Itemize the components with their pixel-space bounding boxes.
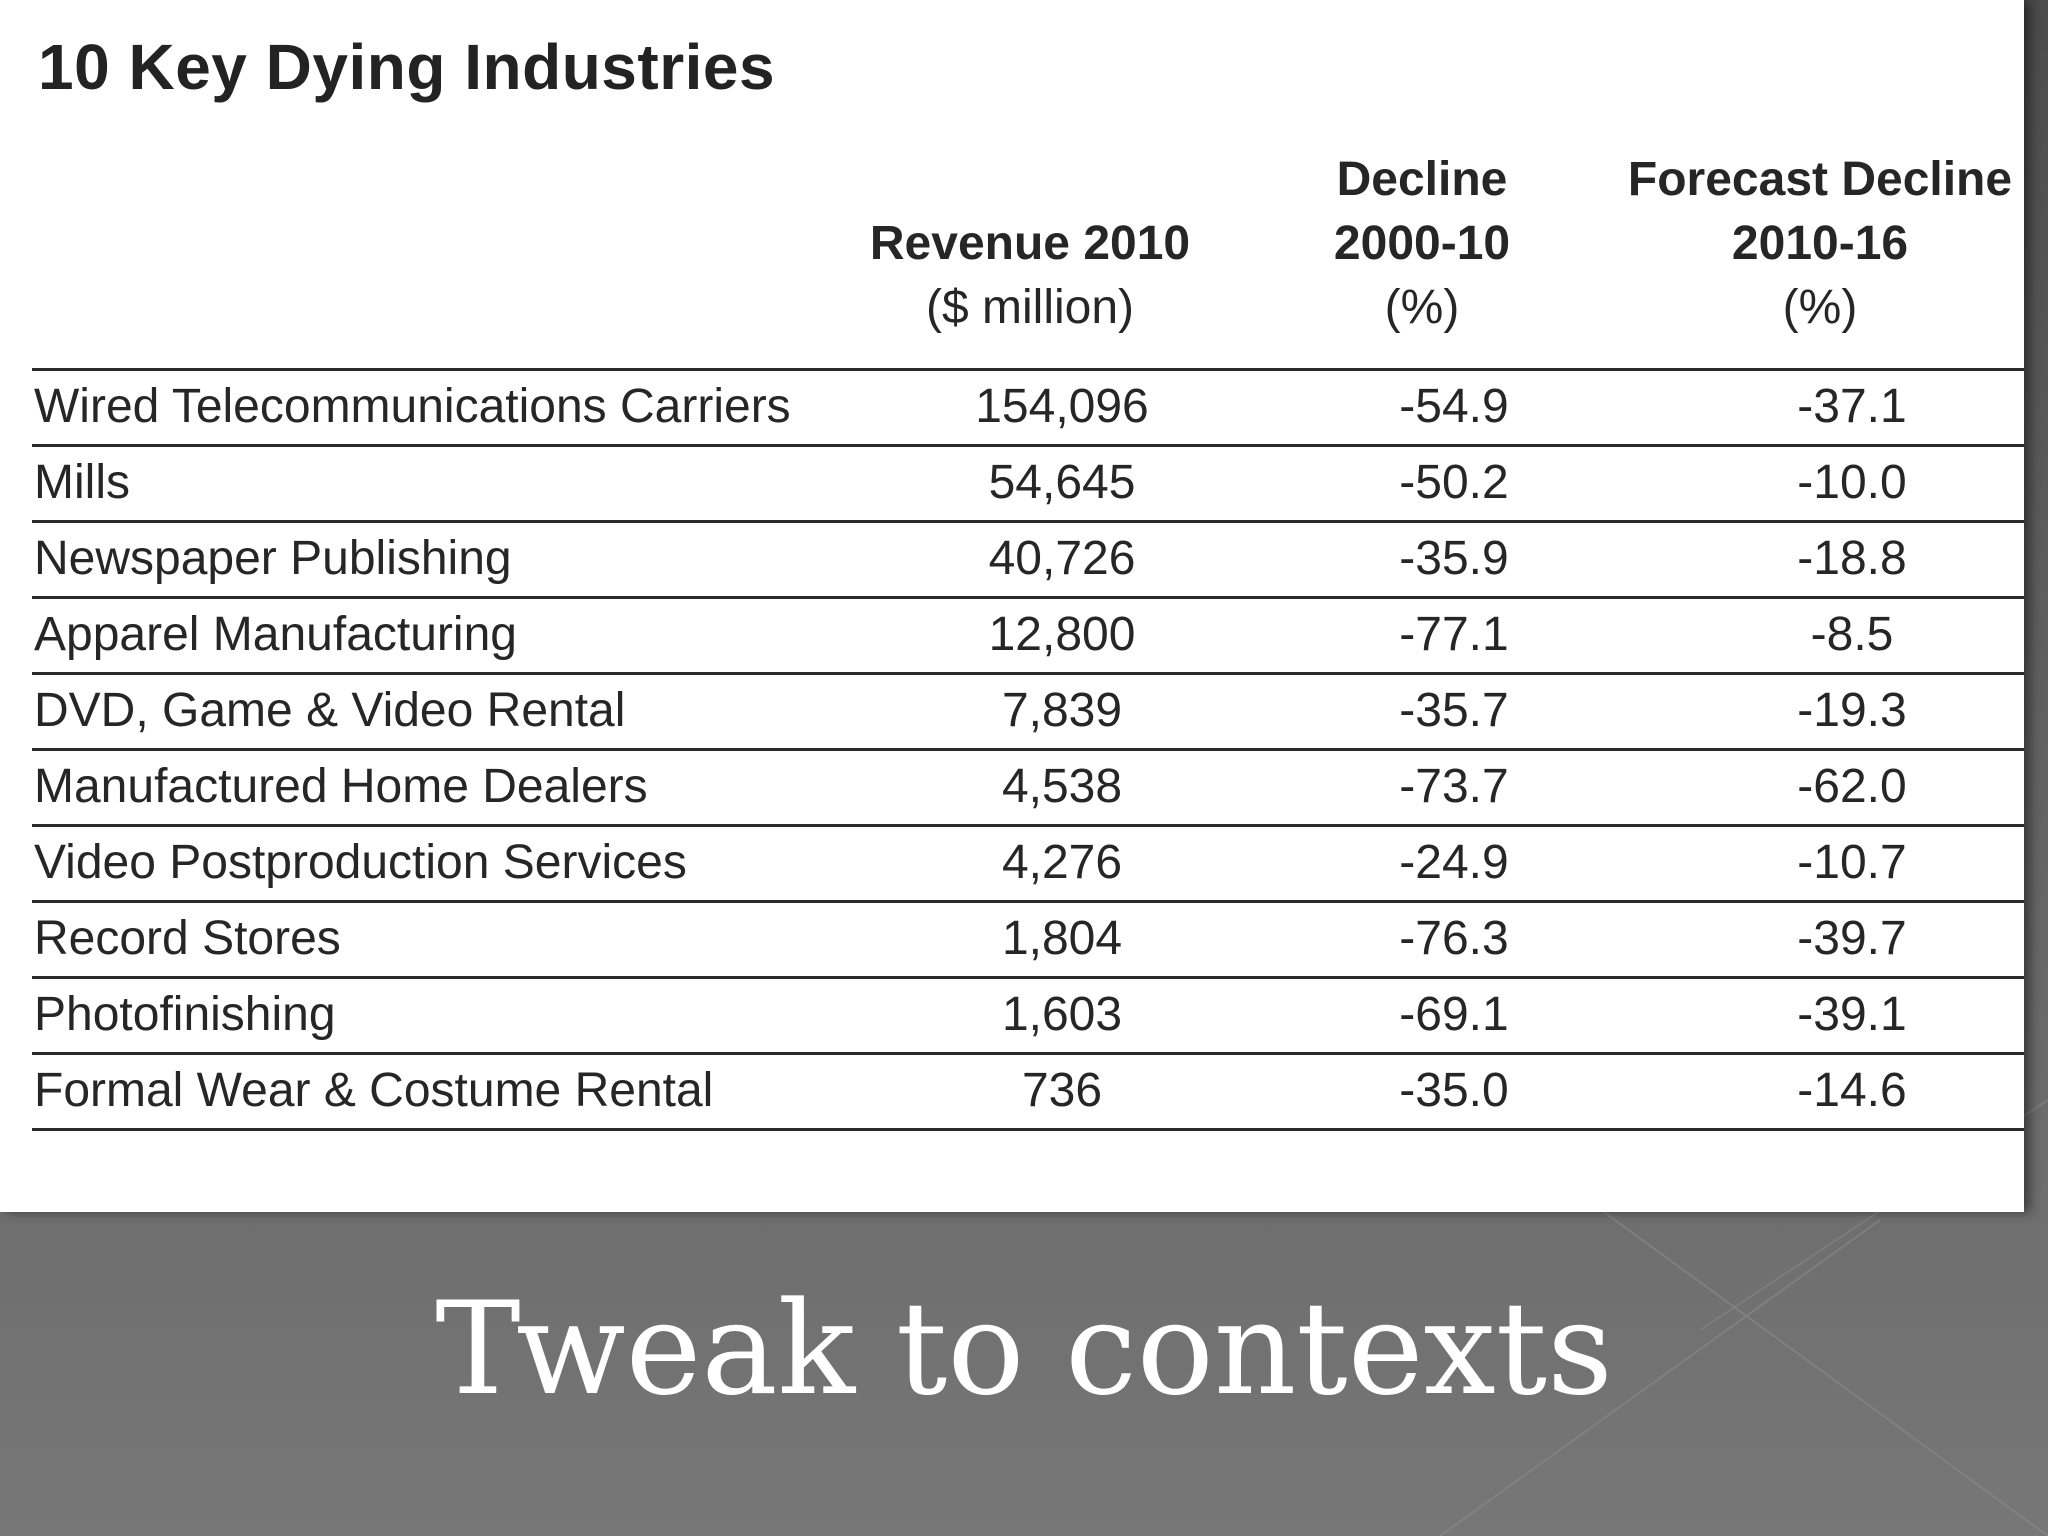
revenue-cell: 12,800 xyxy=(988,608,1136,661)
forecast-cell: -10.7 xyxy=(1797,836,1907,889)
revenue-cell: 4,276 xyxy=(1001,836,1123,889)
industry-cell: DVD, Game & Video Rental xyxy=(34,684,626,737)
forecast-cell: -18.8 xyxy=(1797,532,1907,585)
header-forecast-unit: (%) xyxy=(1782,281,1858,334)
revenue-cell: 4,538 xyxy=(1001,760,1123,813)
header-decline: Decline 2000-10 (%) xyxy=(1222,148,1622,340)
slide-caption: Tweak to contexts xyxy=(435,1275,1613,1424)
forecast-cell: -14.6 xyxy=(1797,1064,1907,1117)
industry-cell: Newspaper Publishing xyxy=(34,532,512,585)
header-revenue-unit: ($ million) xyxy=(925,281,1135,334)
header-revenue-label: Revenue 2010 xyxy=(869,217,1191,270)
header-forecast: Forecast Decline 2010-16 (%) xyxy=(1580,148,2048,340)
header-forecast-period: 2010-16 xyxy=(1731,217,1909,270)
table-row: Record Stores 1,804 -76.3 -39.7 xyxy=(32,903,2024,979)
revenue-cell: 7,839 xyxy=(1001,684,1123,737)
decline-cell: -35.7 xyxy=(1399,684,1509,737)
table-image: 10 Key Dying Industries Revenue 2010 ($ … xyxy=(0,0,2024,1212)
industry-cell: Formal Wear & Costume Rental xyxy=(34,1064,714,1117)
forecast-cell: -39.7 xyxy=(1797,912,1907,965)
forecast-cell: -62.0 xyxy=(1797,760,1907,813)
forecast-cell: -37.1 xyxy=(1797,380,1907,433)
decline-cell: -35.0 xyxy=(1399,1064,1509,1117)
industry-cell: Manufactured Home Dealers xyxy=(34,760,648,813)
table-row: Mills 54,645 -50.2 -10.0 xyxy=(32,447,2024,523)
decline-cell: -76.3 xyxy=(1399,912,1509,965)
revenue-cell: 1,804 xyxy=(1001,912,1123,965)
forecast-cell: -19.3 xyxy=(1797,684,1907,737)
decline-cell: -69.1 xyxy=(1399,988,1509,1041)
table-row: DVD, Game & Video Rental 7,839 -35.7 -19… xyxy=(32,675,2024,751)
industry-cell: Photofinishing xyxy=(34,988,336,1041)
industry-cell: Apparel Manufacturing xyxy=(34,608,517,661)
table-row: Wired Telecommunications Carriers 154,09… xyxy=(32,371,2024,447)
industry-cell: Video Postproduction Services xyxy=(34,836,687,889)
decline-cell: -35.9 xyxy=(1399,532,1509,585)
forecast-cell: -39.1 xyxy=(1797,988,1907,1041)
header-decline-period: 2000-10 xyxy=(1333,217,1511,270)
decline-cell: -24.9 xyxy=(1399,836,1509,889)
header-forecast-label: Forecast Decline xyxy=(1627,153,2013,206)
decline-cell: -50.2 xyxy=(1399,456,1509,509)
revenue-cell: 54,645 xyxy=(988,456,1136,509)
table-row: Apparel Manufacturing 12,800 -77.1 -8.5 xyxy=(32,599,2024,675)
revenue-cell: 736 xyxy=(1021,1064,1103,1117)
table-row: Photofinishing 1,603 -69.1 -39.1 xyxy=(32,979,2024,1055)
header-decline-unit: (%) xyxy=(1384,281,1460,334)
table-title: 10 Key Dying Industries xyxy=(38,31,776,103)
table-row: Newspaper Publishing 40,726 -35.9 -18.8 xyxy=(32,523,2024,599)
industry-cell: Wired Telecommunications Carriers xyxy=(34,380,791,433)
header-revenue: Revenue 2010 ($ million) xyxy=(830,212,1230,340)
table-body: Wired Telecommunications Carriers 154,09… xyxy=(32,368,2024,1131)
revenue-cell: 40,726 xyxy=(988,532,1136,585)
decline-cell: -73.7 xyxy=(1399,760,1509,813)
forecast-cell: -8.5 xyxy=(1810,608,1894,661)
decline-cell: -54.9 xyxy=(1399,380,1509,433)
industry-cell: Mills xyxy=(34,456,130,509)
table-row: Manufactured Home Dealers 4,538 -73.7 -6… xyxy=(32,751,2024,827)
industry-cell: Record Stores xyxy=(34,912,341,965)
revenue-cell: 1,603 xyxy=(1001,988,1123,1041)
decline-cell: -77.1 xyxy=(1399,608,1509,661)
revenue-cell: 154,096 xyxy=(975,380,1149,433)
header-decline-label: Decline xyxy=(1336,153,1508,206)
table-row: Video Postproduction Services 4,276 -24.… xyxy=(32,827,2024,903)
table-row: Formal Wear & Costume Rental 736 -35.0 -… xyxy=(32,1055,2024,1131)
forecast-cell: -10.0 xyxy=(1797,456,1907,509)
